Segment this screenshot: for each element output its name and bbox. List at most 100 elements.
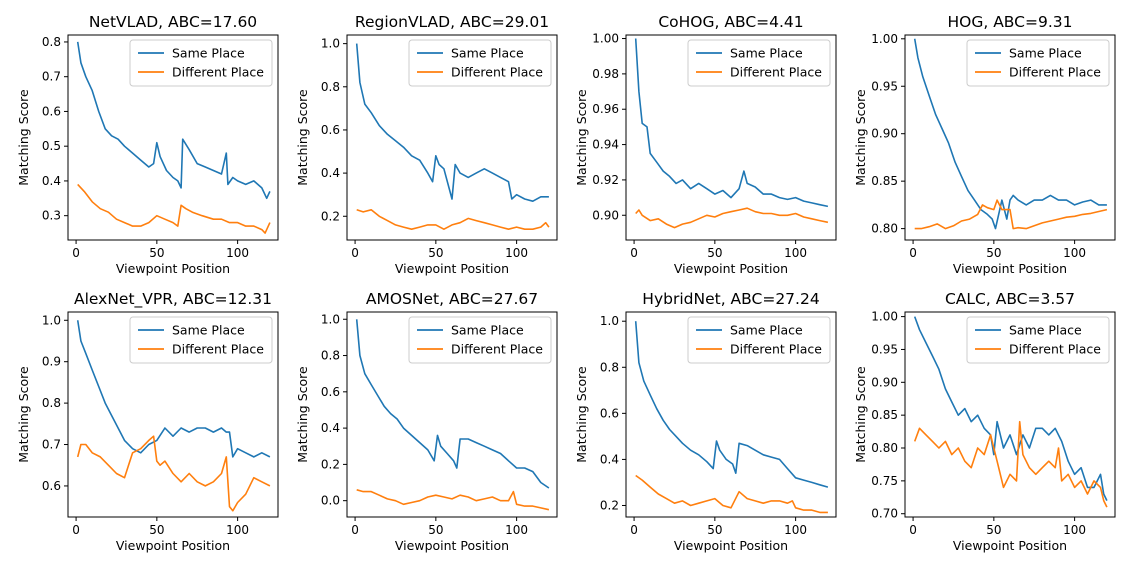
legend: Same Place Different Place (687, 316, 831, 364)
legend-label: Different Place (730, 65, 822, 80)
legend: Same Place Different Place (129, 39, 273, 87)
chart-panel: CoHOG, ABC=4.41 0 50 100 0.90 0.92 0.94 0.96 0.9… (574, 13, 837, 276)
x-axis-label: Viewpoint Position (395, 261, 509, 276)
y-tick-label: 0.95 (871, 79, 898, 93)
y-axis-label: Matching Score (853, 89, 868, 186)
y-tick-label: 0.7 (42, 70, 61, 84)
chart-panel: NetVLAD, ABC=17.60 0 50 100 0.3 0.4 0.5 0.6 0.7 0… (16, 13, 279, 276)
y-tick-label: 0.0 (321, 494, 340, 508)
x-axis-label: Viewpoint Position (953, 261, 1067, 276)
chart-title: NetVLAD, ABC=17.60 (89, 13, 257, 31)
y-tick-label: 0.2 (600, 498, 619, 512)
legend-label: Same Place (451, 46, 524, 61)
chart-panel: AlexNet_VPR, ABC=12.31 0 50 100 0.6 0.7 0.8 0.9… (16, 290, 279, 553)
y-axis-label: Matching Score (16, 89, 31, 186)
y-tick-label: 0.8 (600, 360, 619, 374)
series-line (913, 38, 1107, 230)
y-tick-label: 0.90 (871, 127, 898, 141)
x-tick-label: 50 (986, 246, 1001, 260)
plot-frame (625, 311, 837, 518)
y-tick-label: 0.96 (592, 102, 619, 116)
legend-label: Different Place (172, 65, 264, 80)
x-axis-label: Viewpoint Position (674, 261, 788, 276)
y-tick-label: 0.75 (871, 474, 898, 488)
series-line (76, 41, 271, 200)
x-tick-label: 50 (707, 246, 722, 260)
series-line (913, 316, 1108, 501)
y-tick-label: 0.6 (42, 479, 61, 493)
x-tick-label: 100 (1063, 246, 1086, 260)
legend-label: Same Place (730, 323, 803, 338)
x-tick-label: 0 (630, 523, 638, 537)
legend-box (687, 316, 831, 364)
x-tick-label: 100 (226, 246, 249, 260)
series-line (76, 435, 271, 512)
plot-frame (904, 311, 1116, 518)
legend-label: Different Place (1009, 65, 1101, 80)
legend-label: Different Place (172, 342, 264, 357)
x-tick-label: 0 (351, 246, 359, 260)
legend-box (687, 39, 831, 87)
y-axis-label: Matching Score (295, 89, 310, 186)
y-tick-label: 0.3 (42, 209, 61, 223)
series-line (634, 38, 829, 208)
legend-label: Different Place (451, 342, 543, 357)
series-line (355, 43, 549, 202)
y-tick-label: 0.6 (600, 406, 619, 420)
y-tick-label: 1.00 (871, 32, 898, 46)
chart-panel: RegionVLAD, ABC=29.01 0 50 100 0.2 0.4 0.6 0.8 1… (295, 13, 558, 276)
x-tick-label: 0 (909, 246, 917, 260)
legend: Same Place Different Place (408, 39, 552, 87)
y-tick-label: 1.0 (600, 314, 619, 328)
x-tick-label: 50 (707, 523, 722, 537)
y-tick-label: 0.8 (321, 349, 340, 363)
series-line (355, 319, 550, 489)
x-tick-label: 50 (986, 523, 1001, 537)
x-axis-label: Viewpoint Position (395, 538, 509, 553)
y-tick-label: 0.4 (321, 166, 340, 180)
x-tick-label: 50 (428, 246, 443, 260)
legend-label: Same Place (1009, 46, 1082, 61)
series-line (914, 199, 1108, 230)
x-tick-label: 100 (505, 246, 528, 260)
y-tick-label: 0.90 (592, 208, 619, 222)
x-axis-label: Viewpoint Position (116, 538, 230, 553)
y-tick-label: 0.6 (321, 385, 340, 399)
series-line (356, 489, 550, 511)
chart-panel: CALC, ABC=3.57 0 50 100 0.70 0.75 0.80 0.85 0.90… (853, 290, 1116, 553)
x-tick-label: 100 (784, 246, 807, 260)
y-axis-label: Matching Score (295, 366, 310, 463)
y-tick-label: 0.85 (871, 408, 898, 422)
y-tick-label: 1.0 (321, 37, 340, 51)
legend: Same Place Different Place (966, 316, 1110, 364)
plot-frame (625, 34, 837, 241)
legend-box (966, 39, 1110, 87)
plot-frame (904, 34, 1116, 241)
legend-label: Same Place (451, 323, 524, 338)
y-tick-label: 0.80 (871, 441, 898, 455)
y-axis-label: Matching Score (853, 366, 868, 463)
x-tick-label: 50 (149, 523, 164, 537)
x-tick-label: 50 (149, 246, 164, 260)
legend: Same Place Different Place (966, 39, 1110, 87)
x-tick-label: 100 (784, 523, 807, 537)
y-tick-label: 0.2 (321, 457, 340, 471)
y-tick-label: 0.80 (871, 222, 898, 236)
y-tick-label: 0.2 (321, 209, 340, 223)
y-tick-label: 0.92 (592, 173, 619, 187)
plot-frame (346, 311, 558, 518)
chart-title: RegionVLAD, ABC=29.01 (355, 13, 549, 31)
plot-frame (67, 34, 279, 241)
series-line (635, 474, 828, 514)
x-tick-label: 100 (1063, 523, 1086, 537)
x-tick-label: 0 (909, 523, 917, 537)
x-tick-label: 100 (505, 523, 528, 537)
x-tick-label: 0 (72, 523, 80, 537)
legend-label: Same Place (172, 46, 245, 61)
x-tick-label: 100 (226, 523, 249, 537)
series-line (913, 420, 1108, 508)
legend-box (408, 39, 552, 87)
x-tick-label: 0 (72, 246, 80, 260)
plot-frame (346, 34, 558, 241)
